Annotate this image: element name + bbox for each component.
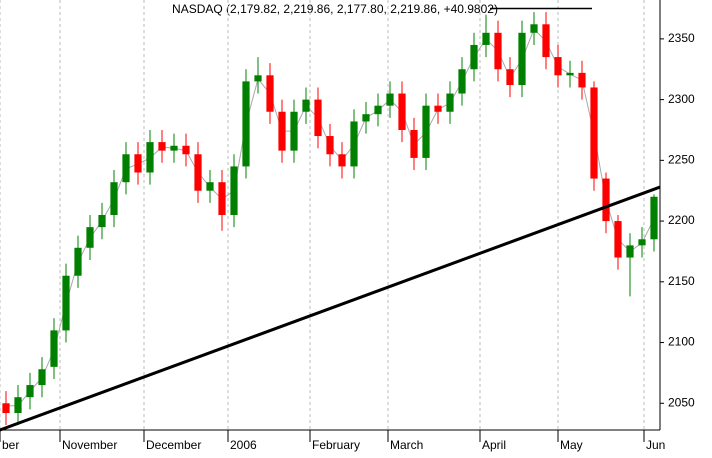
candle-body <box>542 24 550 58</box>
candle-body <box>338 154 346 167</box>
x-tick-label: December <box>146 438 201 452</box>
candle-body <box>302 99 310 112</box>
candle-body <box>554 57 562 76</box>
candle-body <box>614 221 622 258</box>
x-tick-label: ber <box>2 438 19 452</box>
x-tick-label: March <box>390 438 423 452</box>
x-tick-label: November <box>62 438 117 452</box>
candle-body <box>506 69 514 86</box>
candle-body <box>566 72 574 76</box>
candle-body <box>170 145 178 151</box>
candle-body <box>230 166 238 215</box>
candle-body <box>50 330 58 367</box>
candle-body <box>650 196 658 240</box>
y-tick-label: 2350 <box>668 31 695 45</box>
candle-body <box>398 93 406 130</box>
candle-body <box>470 44 478 70</box>
candle-body <box>518 32 526 86</box>
candle-body <box>290 111 298 151</box>
candle-body <box>266 75 274 112</box>
candle-body <box>74 247 82 276</box>
candle-body <box>530 24 538 33</box>
candle-body <box>578 72 586 88</box>
candle-body <box>98 215 106 228</box>
candle-body <box>446 93 454 112</box>
candle-body <box>602 178 610 222</box>
candle-body <box>206 182 214 191</box>
candle-body <box>326 136 334 155</box>
candle-body <box>134 154 142 173</box>
y-tick-label: 2250 <box>668 153 695 167</box>
candle-body <box>434 105 442 112</box>
candle-body <box>494 32 502 70</box>
candle-body <box>158 142 166 151</box>
candle-body <box>626 245 634 258</box>
y-tick-label: 2200 <box>668 213 695 227</box>
x-tick-label: 2006 <box>230 438 257 452</box>
y-tick-label: 2300 <box>668 92 695 106</box>
candle-body <box>38 369 46 386</box>
candle-body <box>386 93 394 106</box>
candle-body <box>194 154 202 191</box>
x-tick-label: Jun <box>646 438 665 452</box>
candle-body <box>254 75 262 82</box>
y-tick-label: 2150 <box>668 274 695 288</box>
candle-body <box>278 111 286 151</box>
candle-body <box>62 275 70 331</box>
candle-body <box>314 99 322 137</box>
candle-body <box>218 182 226 215</box>
candle-body <box>422 105 430 158</box>
y-tick-label: 2050 <box>668 395 695 409</box>
x-tick-label: May <box>560 438 583 452</box>
candle-body <box>242 81 250 167</box>
candle-body <box>638 239 646 246</box>
candle-body <box>590 87 598 179</box>
candle-body <box>110 182 118 215</box>
candle-body <box>122 154 130 183</box>
candle-body <box>482 32 490 45</box>
y-tick-label: 2100 <box>668 335 695 349</box>
candle-body <box>2 403 10 413</box>
x-tick-label: April <box>482 438 506 452</box>
candle-body <box>146 142 154 173</box>
candle-body <box>374 105 382 115</box>
candle-body <box>86 227 94 248</box>
candle-body <box>14 397 22 413</box>
trend-line <box>0 185 661 432</box>
candle-body <box>350 121 358 167</box>
candle-body <box>182 145 190 155</box>
candle-body <box>362 114 370 122</box>
chart-title: NASDAQ (2,179.82, 2,219.86, 2,177.80, 2,… <box>172 2 498 16</box>
candle-body <box>410 129 418 158</box>
candle-body <box>26 385 34 398</box>
x-tick-label: February <box>312 438 360 452</box>
candle-body <box>458 69 466 94</box>
